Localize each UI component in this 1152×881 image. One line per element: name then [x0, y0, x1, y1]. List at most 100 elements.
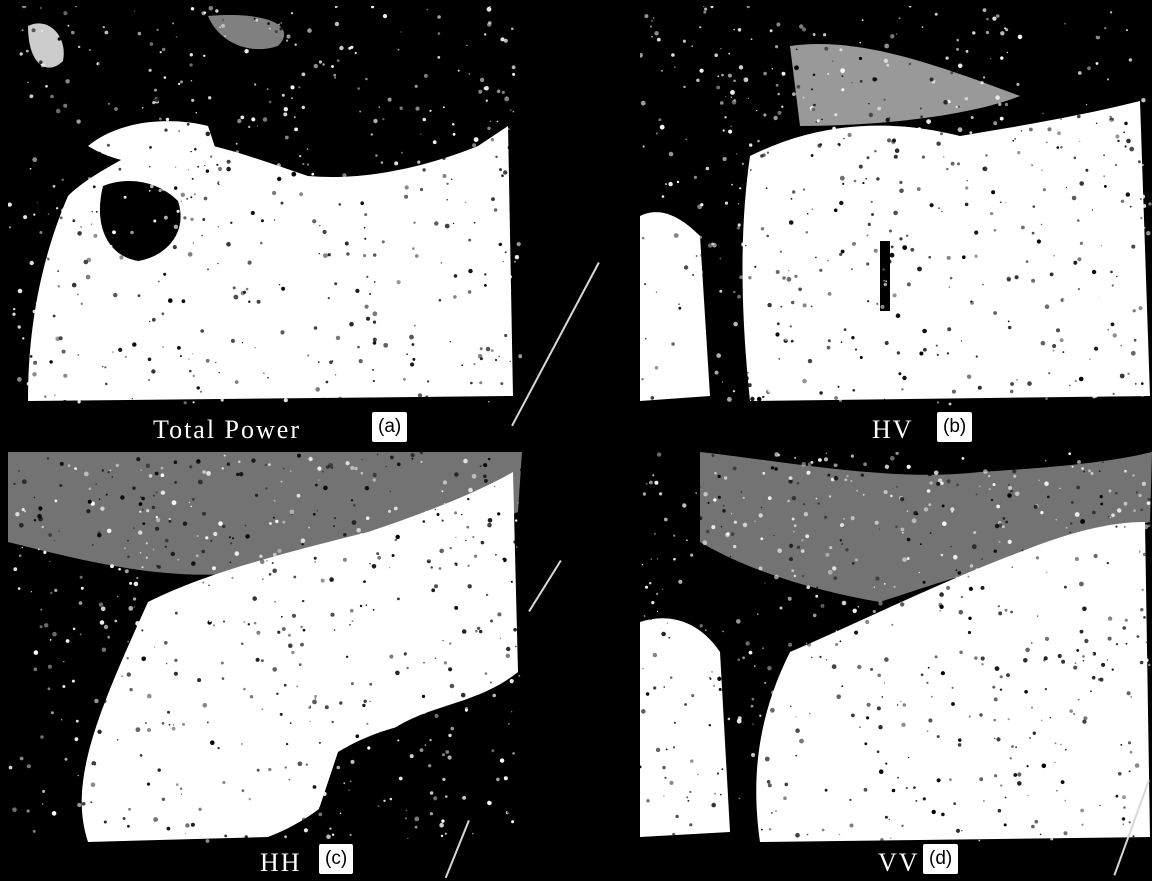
- speckle-dot: [181, 299, 186, 304]
- speckle-dot: [766, 124, 768, 127]
- speckle-dot: [99, 749, 102, 752]
- speckle-dot: [149, 804, 152, 807]
- speckle-dot: [850, 237, 854, 242]
- speckle-dot: [512, 110, 515, 113]
- speckle-dot: [698, 670, 703, 675]
- speckle-dot: [784, 259, 789, 264]
- speckle-dot: [1050, 252, 1055, 256]
- speckle-dot: [373, 118, 378, 124]
- speckle-dot: [224, 35, 226, 38]
- speckle-dot: [872, 609, 876, 614]
- speckle-dot: [1056, 346, 1060, 350]
- speckle-dot: [350, 45, 354, 49]
- speckle-dot: [81, 802, 86, 806]
- speckle-dot: [977, 385, 982, 390]
- speckle-dot: [1017, 781, 1022, 786]
- speckle-dot: [731, 44, 736, 48]
- speckle-dot: [238, 271, 243, 275]
- speckle-dot: [698, 235, 702, 239]
- speckle-dot: [515, 519, 518, 522]
- speckle-dot: [77, 293, 79, 296]
- speckle-dot: [397, 48, 400, 51]
- panel-c-speckle: [8, 452, 522, 843]
- speckle-dot: [339, 564, 341, 567]
- speckle-dot: [507, 127, 510, 131]
- speckle-dot: [133, 597, 137, 601]
- speckle-dot: [331, 360, 334, 362]
- speckle-dot: [1120, 744, 1123, 746]
- speckle-dot: [432, 140, 437, 145]
- speckle-dot: [1006, 51, 1008, 54]
- speckle-dot: [751, 752, 756, 758]
- speckle-dot: [256, 299, 261, 304]
- speckle-dot: [260, 219, 264, 223]
- speckle-dot: [827, 73, 830, 75]
- speckle-dot: [503, 170, 508, 175]
- speckle-dot: [868, 112, 873, 118]
- speckle-dot: [1027, 794, 1029, 796]
- speckle-dot: [645, 337, 647, 340]
- speckle-dot: [847, 18, 852, 23]
- speckle-dot: [294, 777, 298, 782]
- speckle-dot: [434, 584, 438, 589]
- speckle-dot: [704, 7, 708, 11]
- speckle-dot: [735, 157, 741, 162]
- speckle-dot: [397, 739, 400, 742]
- speckle-dot: [1004, 217, 1010, 223]
- speckle-dot: [512, 752, 515, 755]
- speckle-dot: [670, 506, 675, 512]
- speckle-dot: [190, 505, 193, 508]
- speckle-dot: [122, 817, 126, 820]
- speckle-dot: [1077, 287, 1081, 291]
- speckle-dot: [159, 329, 162, 333]
- speckle-dot: [910, 196, 915, 200]
- speckle-dot: [651, 792, 656, 797]
- speckle-dot: [1065, 705, 1068, 707]
- speckle-dot: [764, 756, 770, 762]
- speckle-dot: [446, 392, 449, 394]
- speckle-dot: [425, 510, 428, 513]
- speckle-dot: [883, 98, 886, 101]
- speckle-dot: [773, 115, 778, 121]
- speckle-dot: [75, 719, 79, 723]
- speckle-dot: [454, 472, 459, 477]
- speckle-dot: [25, 186, 28, 189]
- speckle-dot: [442, 480, 447, 485]
- speckle-dot: [101, 647, 107, 652]
- speckle-dot: [192, 401, 195, 404]
- speckle-dot: [1141, 382, 1144, 385]
- speckle-dot: [136, 307, 140, 311]
- speckle-dot: [291, 683, 294, 686]
- speckle-dot: [80, 226, 82, 228]
- panel-b-hv-image: HV (b): [640, 6, 1152, 445]
- speckle-dot: [193, 193, 196, 196]
- speckle-dot: [515, 336, 521, 341]
- speckle-dot: [811, 88, 813, 91]
- speckle-dot: [810, 154, 814, 157]
- speckle-dot: [135, 621, 141, 626]
- speckle-dot: [519, 468, 522, 472]
- speckle-dot: [24, 305, 29, 309]
- speckle-dot: [267, 299, 272, 304]
- speckle-dot: [953, 554, 958, 560]
- speckle-dot: [722, 381, 724, 383]
- speckle-dot: [58, 530, 60, 532]
- speckle-dot: [202, 511, 206, 516]
- speckle-dot: [417, 621, 422, 627]
- speckle-dot: [664, 399, 666, 401]
- speckle-dot: [288, 778, 291, 781]
- speckle-dot: [981, 663, 984, 666]
- speckle-dot: [387, 97, 392, 102]
- speckle-dot: [441, 490, 444, 493]
- speckle-dot: [710, 42, 715, 47]
- speckle-dot: [661, 631, 666, 637]
- speckle-dot: [346, 99, 349, 103]
- speckle-dot: [710, 142, 713, 146]
- speckle-dot: [115, 716, 118, 719]
- speckle-dot: [1122, 357, 1127, 362]
- speckle-dot: [174, 611, 178, 615]
- speckle-dot: [919, 351, 924, 356]
- speckle-dot: [781, 608, 785, 612]
- speckle-dot: [467, 564, 470, 567]
- speckle-dot: [397, 820, 399, 823]
